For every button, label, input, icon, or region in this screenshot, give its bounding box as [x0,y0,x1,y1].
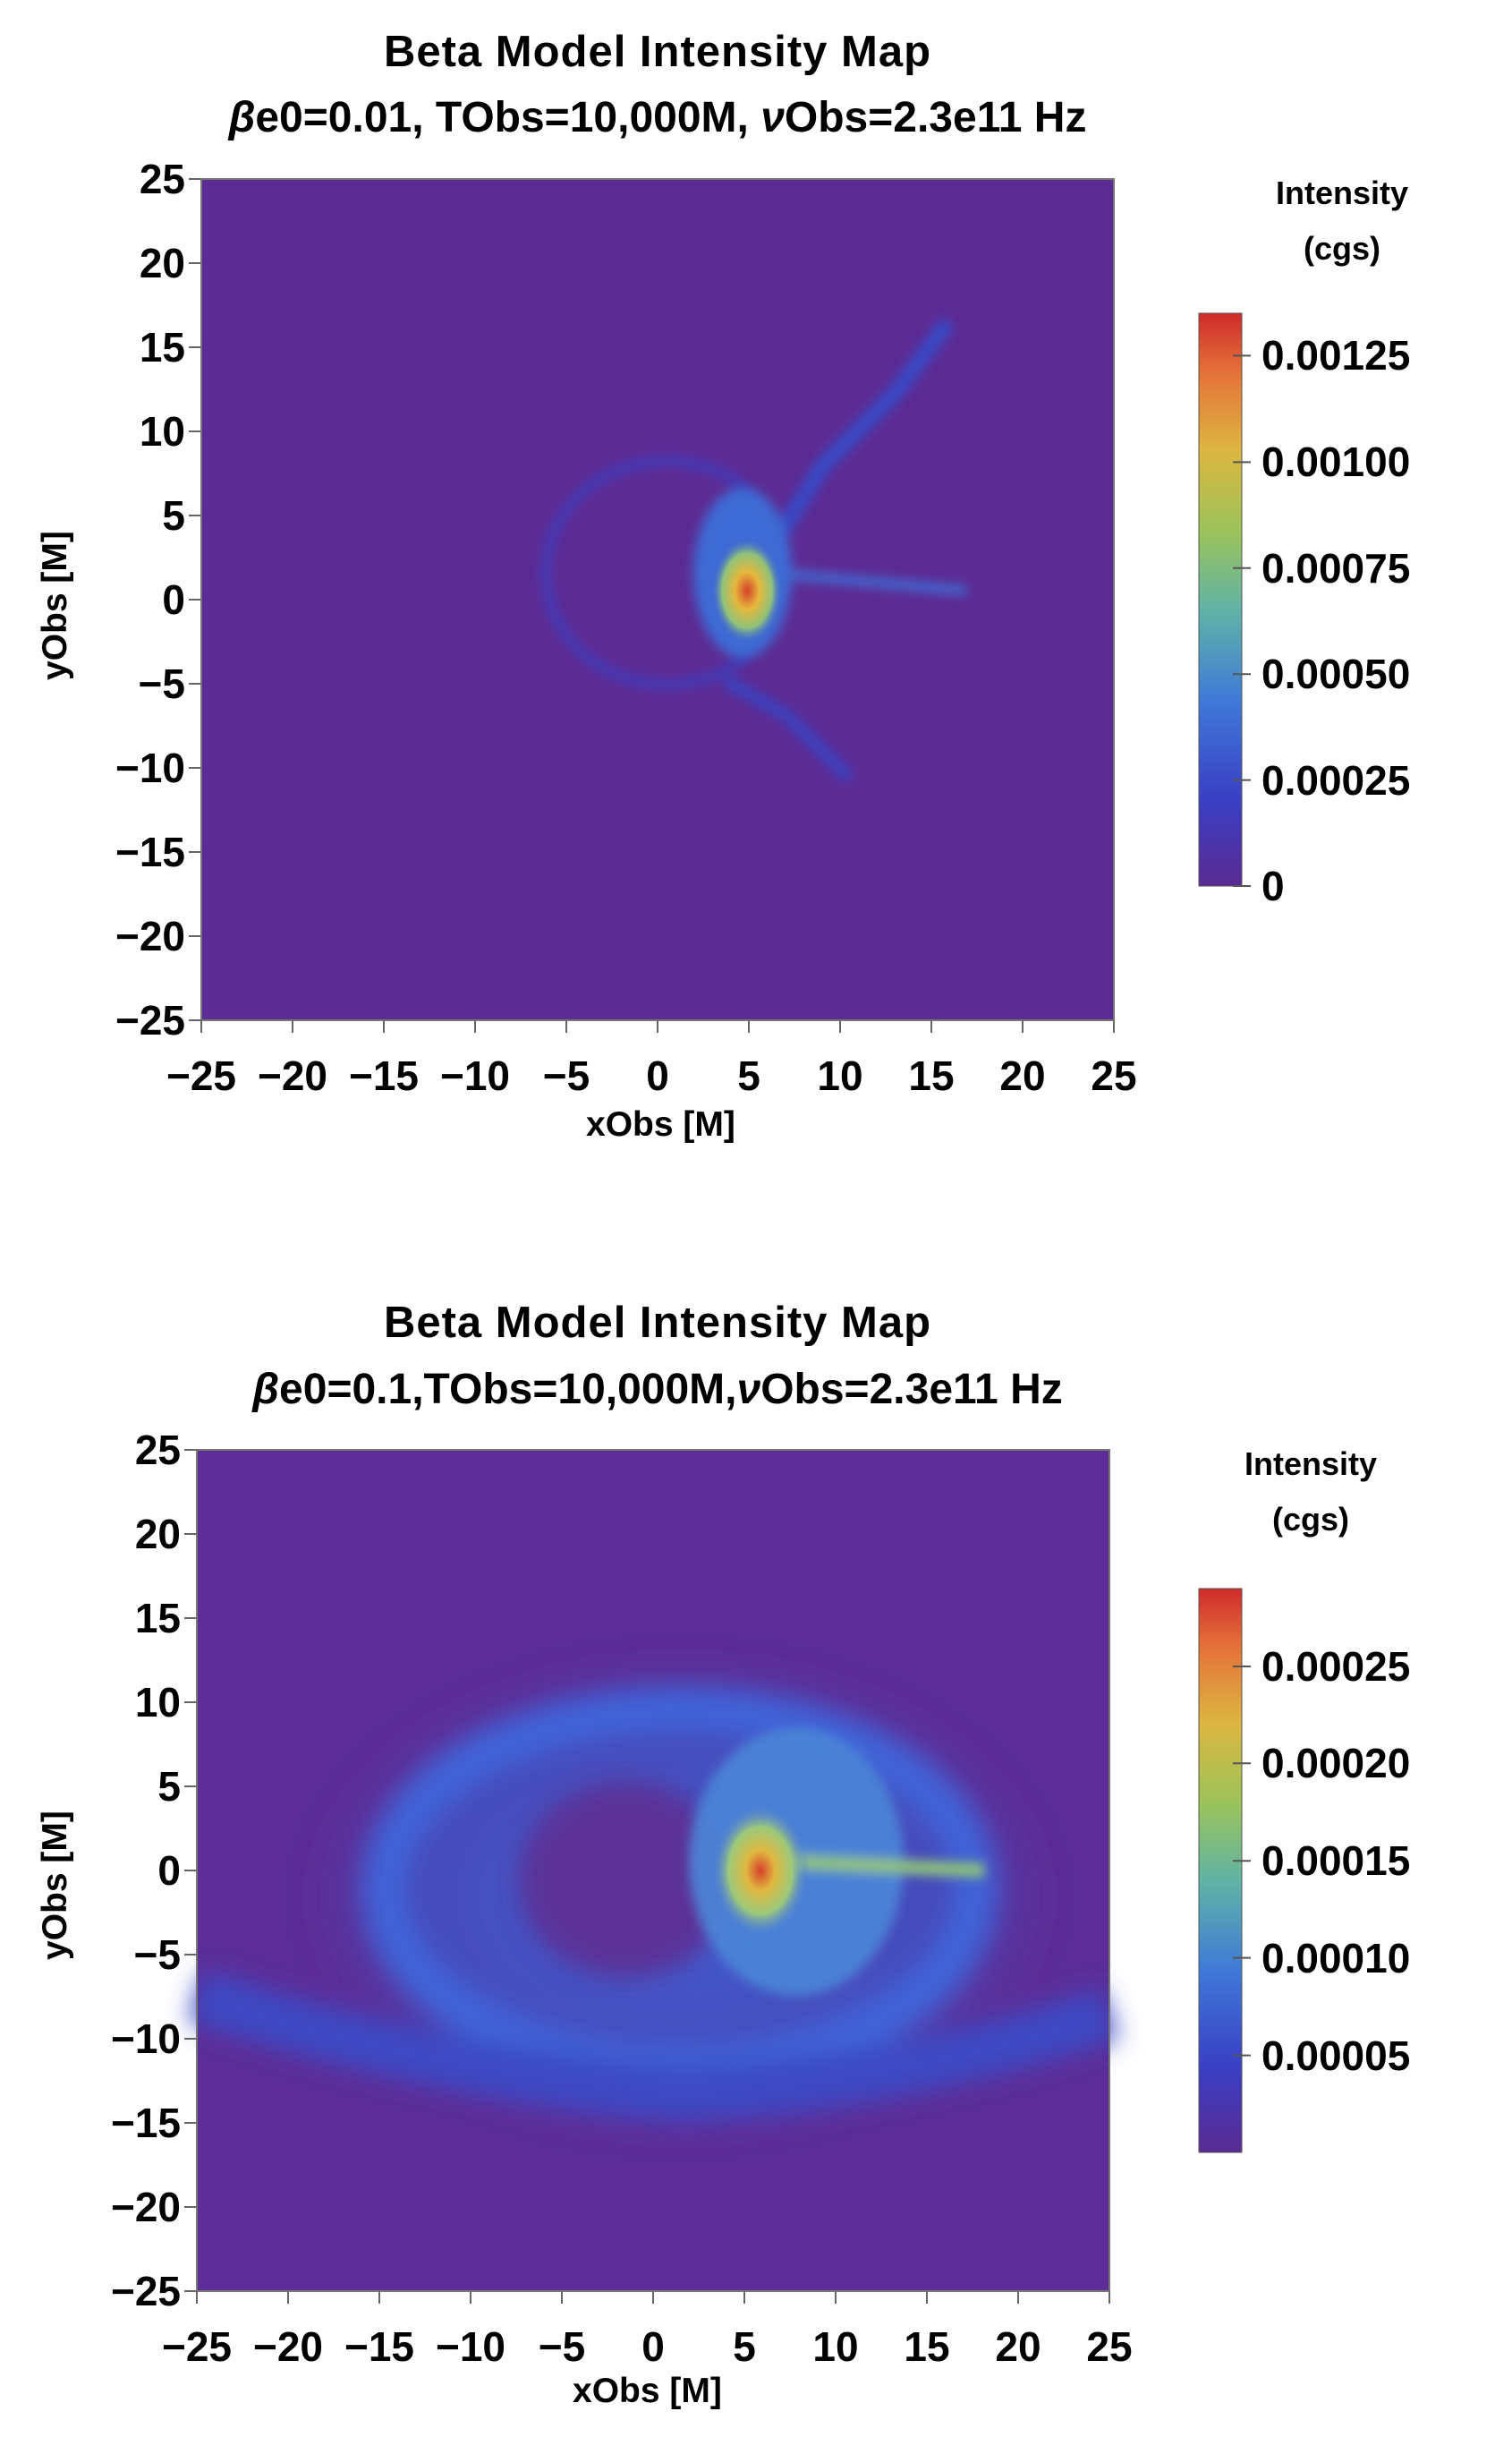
bottom-heatmap [188,1449,1118,2292]
x-tick-label: −5 [538,2323,586,2370]
x-tick-label: 20 [995,2323,1041,2370]
colorbar-tick-label: 0.00010 [1261,1934,1411,1981]
x-tick-label: −25 [166,1052,237,1099]
x-tick-label: −15 [348,1052,420,1099]
y-tick-label: −20 [110,2184,181,2230]
x-tick-label: −10 [439,1052,511,1099]
x-tick-label: −15 [344,2323,415,2370]
top-ylabel: yObs [M] [36,531,74,680]
x-tick-label: 0 [641,2323,665,2370]
colorbar-tick-label: 0.00020 [1261,1740,1411,1787]
colorbar-tick-label: 0.00025 [1261,756,1411,804]
x-tick-label: 0 [646,1052,669,1099]
top-heatmap-background [201,179,1114,1020]
y-tick-label: −15 [110,2100,181,2146]
x-tick-label: −5 [542,1052,590,1099]
y-tick-label: 5 [157,1763,181,1810]
x-tick-label: 25 [1086,2323,1133,2370]
y-tick-label: 15 [139,324,185,371]
y-tick-label: −5 [138,660,185,707]
y-tick-label: 10 [134,1679,181,1725]
bottom-jet [786,1854,985,1878]
y-tick-label: 0 [157,1847,181,1894]
x-tick-label: −20 [252,2323,324,2370]
colorbar-tick-label: 0.00100 [1261,439,1411,486]
top-jet-horizontal [769,568,967,595]
y-tick-label: −10 [115,745,185,791]
y-tick-label: 25 [139,156,185,202]
x-tick-label: −25 [161,2323,233,2370]
x-tick-label: 15 [904,2323,950,2370]
top-jet-lower [721,674,854,783]
y-tick-label: 15 [134,1595,181,1641]
x-tick-label: 10 [812,2323,859,2370]
colorbar-tick-label: 0.00025 [1261,1642,1411,1690]
bottom-colorbar-title: Intensity (cgs) [1244,1445,1378,1538]
top-chart-subtitle: βe0=0.01, TObs=10,000M, νObs=2.3e11 Hz [228,94,1087,141]
x-tick-label: −10 [435,2323,506,2370]
bottom-shadow [519,1781,734,1978]
top-heatmap [200,178,1115,1021]
y-tick-label: −5 [133,1931,181,1978]
top-colorbar [1198,312,1243,887]
x-tick-label: 5 [733,2323,756,2370]
bottom-xlabel: xObs [M] [573,2372,722,2410]
top-xlabel: xObs [M] [586,1105,735,1144]
y-tick-label: 20 [134,1511,181,1557]
x-tick-label: 5 [737,1052,760,1099]
colorbar-tick-label: 0.00125 [1261,332,1411,379]
y-tick-label: 25 [134,1427,181,1473]
x-tick-label: 15 [908,1052,955,1099]
top-colorbar-title: Intensity (cgs) [1275,175,1409,267]
y-tick-label: −25 [115,997,185,1044]
x-tick-label: −20 [257,1052,328,1099]
bottom-lower-arc [188,1970,1118,2122]
colorbar-tick-label: 0 [1261,863,1285,909]
x-tick-label: 10 [817,1052,863,1099]
bottom-colorbar [1198,1588,1243,2153]
bottom-hotspot [711,1803,810,1938]
bottom-chart-title: Beta Model Intensity Map [383,1299,932,1347]
colorbar-tick-label: 0.00015 [1261,1837,1411,1885]
bottom-ylabel: yObs [M] [36,1811,74,1960]
x-tick-label: 25 [1091,1052,1137,1099]
y-tick-label: 20 [139,240,185,286]
y-tick-label: −15 [115,829,185,875]
y-tick-label: −25 [110,2268,181,2314]
y-tick-label: 0 [162,576,185,623]
bottom-chart-subtitle: βe0=0.1,TObs=10,000M,νObs=2.3e11 Hz [252,1366,1063,1413]
colorbar-tick-label: 0.00075 [1261,544,1411,592]
y-tick-label: −10 [110,2015,181,2062]
top-hotspot [711,537,783,644]
colorbar-tick-label: 0.00005 [1261,2032,1411,2079]
top-chart-title: Beta Model Intensity Map [383,28,932,76]
y-tick-label: −20 [115,913,185,959]
x-tick-label: 20 [999,1052,1046,1099]
tick-marks [184,178,1251,2304]
y-tick-label: 5 [162,492,185,539]
colorbar-tick-label: 0.00050 [1261,651,1411,698]
y-tick-label: 10 [139,408,185,455]
